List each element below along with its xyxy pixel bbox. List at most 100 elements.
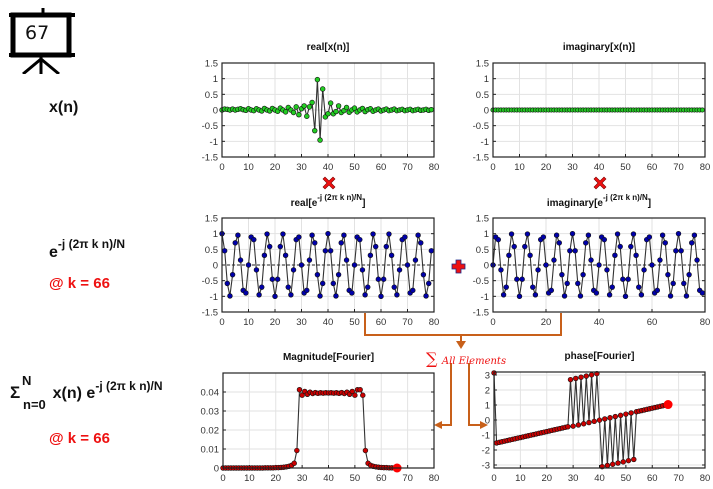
multiply-icon	[592, 175, 608, 196]
x-tick-label: 80	[429, 162, 440, 173]
data-point	[404, 262, 411, 268]
data-point	[380, 276, 387, 282]
x-tick-label: 0	[490, 162, 495, 173]
data-point	[269, 276, 276, 282]
data-point	[593, 290, 600, 296]
y-tick-label: -1.5	[202, 308, 218, 319]
y-tick-label: 1	[484, 229, 489, 240]
chart-real_x: 0 10 20 30 40 50 60 70 80 1.5 1 0.5 0 -0.5 -1 -1.5 real[…	[202, 42, 440, 173]
data-point	[418, 240, 424, 246]
data-point	[559, 271, 565, 278]
data-point	[351, 105, 358, 111]
data-point	[609, 461, 616, 467]
data-point	[410, 287, 416, 294]
axes-frame	[221, 62, 435, 158]
data-point	[612, 252, 618, 259]
data-point	[325, 230, 331, 237]
chart-phase: 0 10 20 30 40 50 60 70 803210-1-2-3phase[Fourier…	[482, 351, 711, 484]
data-point	[511, 243, 517, 250]
data-point	[285, 284, 291, 290]
data-point	[314, 271, 321, 278]
data-point	[341, 232, 347, 238]
data-point	[227, 293, 233, 299]
data-point	[670, 280, 676, 287]
y-tick-label: 0	[484, 106, 489, 117]
data-point	[691, 232, 698, 238]
x-tick-label: 0	[219, 317, 224, 328]
data-point	[699, 107, 705, 113]
data-point	[317, 137, 323, 143]
dft-exponent: -j (2π k n)/N	[95, 379, 163, 393]
data-point	[367, 252, 374, 259]
data-point	[583, 240, 589, 246]
x-tick-label: 60	[376, 162, 387, 173]
data-point	[681, 280, 687, 287]
x-tick-label: 0	[490, 317, 495, 328]
data-point	[623, 411, 629, 417]
y-tick-label: 0	[485, 416, 490, 427]
data-point	[575, 422, 582, 428]
x-tick-label: 60	[376, 317, 387, 328]
x-tick-label: 30	[568, 473, 579, 484]
x-tick-label: 20	[270, 473, 281, 484]
y-tick-label: 0.01	[201, 445, 220, 456]
data-point	[686, 271, 692, 278]
data-point	[304, 113, 310, 119]
y-tick-label: 0	[213, 261, 218, 272]
data-point	[360, 392, 366, 398]
data-point	[267, 243, 273, 250]
data-point	[628, 243, 634, 250]
data-point	[365, 284, 371, 290]
bracket-line	[364, 313, 562, 336]
y-tick-label: 0.5	[205, 90, 218, 101]
data-point	[322, 248, 329, 254]
y-tick-label: -0.5	[473, 121, 489, 132]
data-point	[229, 271, 236, 278]
data-point	[415, 232, 421, 238]
axes-frame	[493, 371, 706, 469]
data-point	[394, 292, 400, 298]
data-point	[359, 267, 366, 273]
data-point	[596, 417, 603, 423]
y-tick-label: 0.02	[201, 426, 220, 437]
data-point	[689, 240, 695, 246]
axes-frame	[492, 217, 706, 313]
data-point	[615, 460, 621, 466]
data-point	[335, 271, 342, 278]
x-tick-label: 40	[323, 162, 334, 173]
x-tick-label: 10	[243, 317, 254, 328]
data-point	[306, 257, 313, 263]
y-tick-label: 0	[214, 464, 219, 475]
y-tick-label: -1	[482, 431, 490, 442]
data-point	[232, 240, 238, 246]
x-tick-label: 40	[594, 473, 605, 484]
x-tick-label: 60	[376, 473, 387, 484]
data-point	[296, 234, 302, 240]
data-point	[543, 262, 549, 268]
data-point	[338, 240, 344, 246]
chart-title: imaginary[e-j (2π k n)/N]	[547, 193, 651, 209]
data-point	[548, 287, 554, 294]
data-point	[572, 248, 578, 254]
x-tick-label: 20	[270, 317, 281, 328]
x-tick-label: 80	[700, 317, 711, 328]
data-point	[657, 257, 663, 263]
data-point	[591, 418, 597, 425]
x-tick-label: 10	[514, 162, 525, 173]
y-tick-label: -1.5	[473, 153, 489, 164]
data-point	[662, 240, 668, 246]
data-point	[495, 236, 501, 243]
y-tick-label: 1	[213, 74, 218, 85]
x-tick-label: 20	[541, 162, 552, 173]
data-point	[654, 287, 660, 294]
data-point	[514, 276, 520, 282]
presentation-board-icon: 67	[3, 4, 77, 76]
data-point	[221, 248, 228, 254]
sum-text: All Elements	[441, 356, 507, 367]
down-arrowhead	[456, 341, 466, 349]
data-point	[362, 292, 368, 298]
x-tick-label: 40	[594, 317, 605, 328]
x-tick-label: 0	[220, 473, 225, 484]
